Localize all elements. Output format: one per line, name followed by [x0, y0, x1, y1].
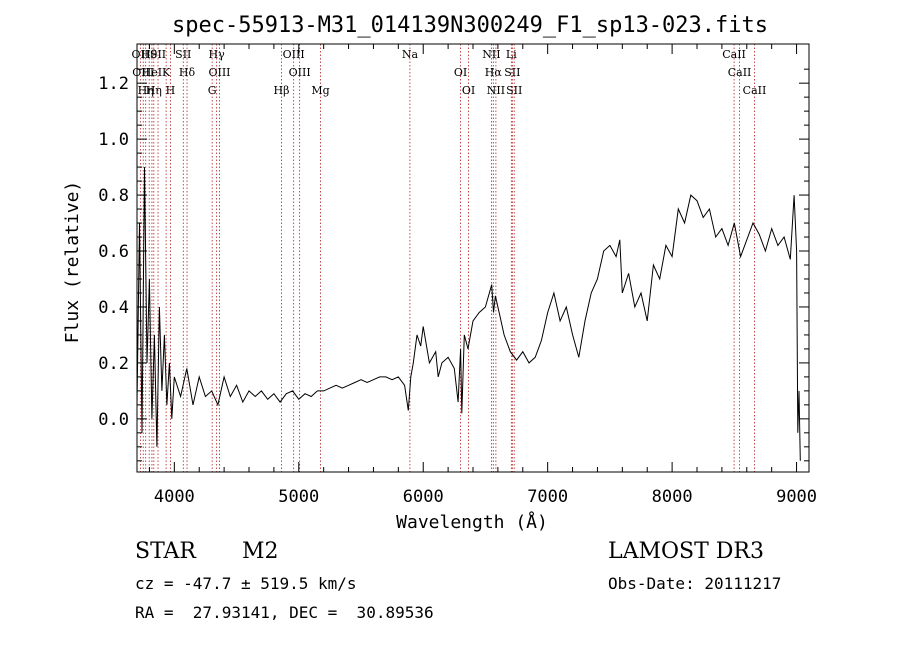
- line-label: Mg: [311, 84, 329, 97]
- y-tick-label: 0.2: [98, 354, 129, 374]
- x-axis-label: Wavelength (Å): [396, 511, 548, 533]
- line-label: OI: [454, 66, 467, 79]
- y-tick-label: 1.2: [98, 74, 129, 94]
- line-label: NII: [487, 84, 505, 97]
- x-tick-label: 9000: [776, 487, 817, 507]
- line-label: Li: [506, 48, 517, 61]
- x-axis-ticks: 4000 5000 6000 7000 8000 9000: [148, 44, 817, 507]
- x-tick-label: 7000: [527, 487, 568, 507]
- y-axis-label: Flux (relative): [62, 181, 83, 344]
- line-label: OII: [132, 48, 150, 61]
- line-label: OIII: [283, 48, 305, 61]
- line-label: Na: [402, 48, 419, 61]
- line-label: Hδ: [179, 66, 196, 79]
- line-label: SII: [150, 48, 166, 61]
- line-label: CaII: [728, 66, 752, 79]
- line-label: CaII: [743, 84, 767, 97]
- line-label: SII: [175, 48, 191, 61]
- y-tick-label: 0.6: [98, 242, 129, 262]
- line-label: Hγ: [209, 48, 226, 61]
- line-label: K: [162, 66, 171, 79]
- x-tick-label: 5000: [278, 487, 319, 507]
- line-label: Hθ: [141, 48, 158, 61]
- y-axis-ticks: 0.0 0.2 0.4 0.6 0.8 1.0 1.2: [98, 68, 809, 462]
- line-label: SII: [504, 66, 520, 79]
- plot-frame: [136, 43, 810, 473]
- y-tick-label: 0.4: [98, 298, 129, 318]
- line-label: CaII: [722, 48, 746, 61]
- line-label: SII: [506, 84, 522, 97]
- spectrum-line: [136, 167, 801, 461]
- line-label: HeI: [142, 66, 162, 79]
- line-label: H: [166, 84, 176, 97]
- survey-name: LAMOST DR3: [608, 539, 764, 564]
- line-label: Hβ: [274, 84, 290, 97]
- line-label: OIII: [289, 66, 311, 79]
- spectral-line-labels: OII OIII Hη Hθ HeI Hη SII KH SII Hδ G Hγ OIII Hβ OIII O…: [132, 48, 767, 97]
- redshift-cz: cz = -47.7 ± 519.5 km/s: [135, 574, 357, 593]
- spectral-line-markers: [139, 44, 755, 472]
- line-label: Hα: [485, 66, 503, 79]
- chart-title: spec-55913-M31_014139N300249_F1_sp13-023…: [172, 13, 768, 38]
- coordinates: RA = 27.93141, DEC = 30.89536: [135, 603, 434, 622]
- line-label: Hη: [138, 84, 154, 97]
- line-label: G: [208, 84, 217, 97]
- y-tick-label: 0.8: [98, 186, 129, 206]
- line-label: NII: [482, 48, 500, 61]
- y-tick-label: 1.0: [98, 130, 129, 150]
- line-label: OIII: [208, 66, 230, 79]
- line-label: Hη: [146, 84, 162, 97]
- x-tick-label: 6000: [403, 487, 444, 507]
- object-class: STAR: [135, 539, 196, 564]
- y-tick-label: 0.0: [98, 410, 129, 430]
- x-tick-label: 4000: [154, 487, 195, 507]
- line-label: OI: [462, 84, 475, 97]
- x-tick-label: 8000: [652, 487, 693, 507]
- object-subclass: M2: [242, 539, 279, 564]
- obs-date: Obs-Date: 20111217: [608, 574, 782, 593]
